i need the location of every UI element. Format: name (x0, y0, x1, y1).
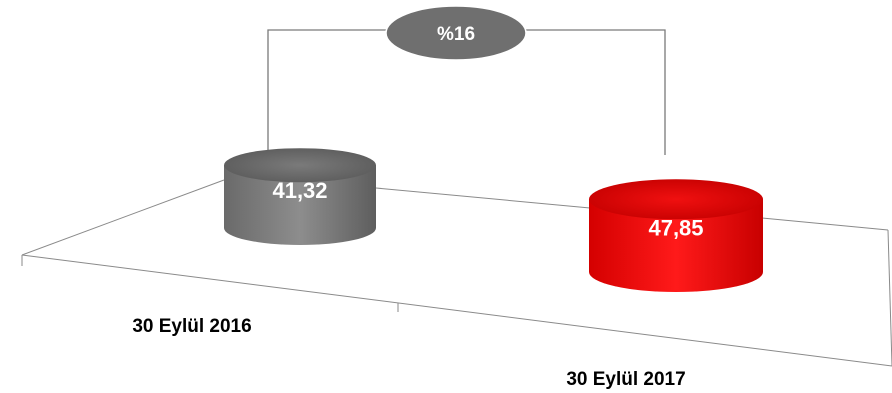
floor-back-edge (21, 179, 225, 256)
connector-line-right (524, 29, 666, 155)
bar-2016: 41,32 (224, 148, 376, 245)
bar-2016-body (224, 165, 376, 245)
growth-connector: %16 (267, 5, 666, 155)
bar-2016-value-label: 41,32 (272, 178, 327, 203)
bar-2017-value-label: 47,85 (648, 215, 703, 240)
floor-back-edge (375, 187, 591, 209)
category-label-2017: 30 Eylül 2017 (566, 369, 685, 390)
category-label-2016: 30 Eylül 2016 (132, 316, 251, 337)
bar-2017: 47,85 (589, 179, 763, 292)
bar-2017-top (589, 179, 763, 220)
growth-label: %16 (437, 24, 475, 45)
bar-2017-body (589, 199, 763, 292)
chart-floor (21, 179, 892, 367)
floor-back-edge (761, 217, 889, 231)
connector-line-left (267, 29, 388, 155)
bar-2016-top (224, 148, 376, 183)
floor-right-edge (887, 229, 892, 367)
bars: 41,32 47,85 (224, 148, 763, 292)
floor-front-edge (21, 254, 892, 367)
growth-bubble (385, 5, 527, 61)
